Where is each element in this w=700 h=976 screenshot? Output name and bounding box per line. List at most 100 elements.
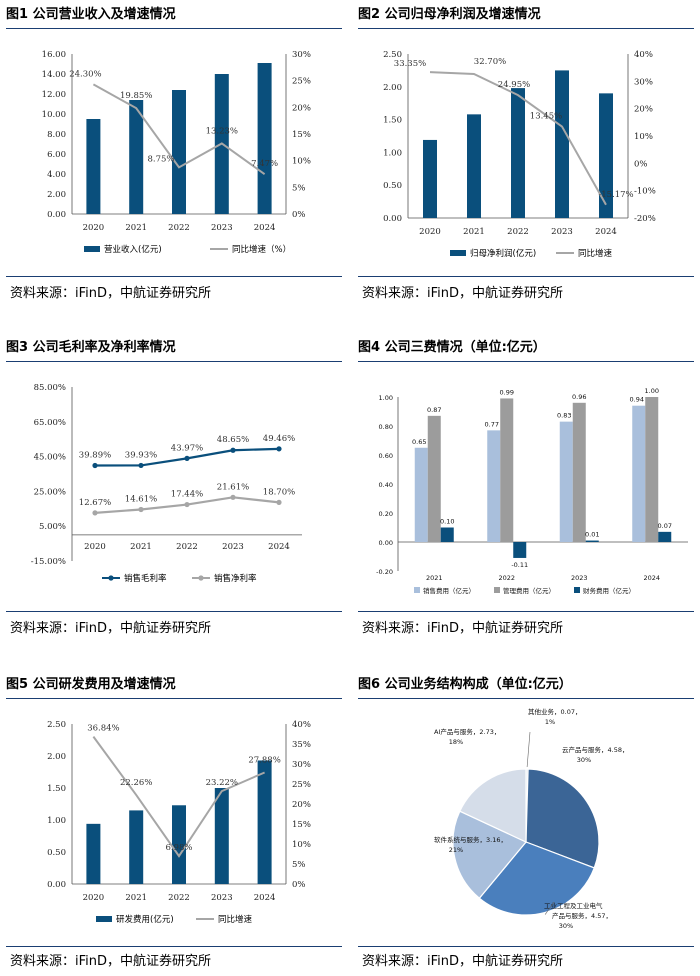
fig5-bar (129, 810, 144, 884)
fig4-bar-label: 0.83 (557, 412, 571, 420)
fig6-slice-label: 其他业务，0.07， (528, 707, 581, 716)
fig4-bar (645, 397, 659, 542)
fig2-ytick: 1.50 (383, 116, 402, 126)
fig4-bar-label: 0.87 (427, 406, 441, 414)
fig4-source: 资料来源：iFinD，中航证券研究所 (362, 621, 564, 636)
fig1-y2tick: 25% (292, 77, 311, 87)
fig3-ytick: 25.00% (34, 487, 66, 497)
fig5-xtick: 2021 (125, 893, 147, 903)
fig5-title: 图5 公司研发费用及增速情况 (6, 677, 176, 692)
fig2-legend-bar-swatch (450, 250, 466, 256)
fig5-bar (257, 760, 272, 884)
fig3-top-rule (6, 361, 342, 362)
fig3-chart: -15.00% 5.00% 25.00% 45.00% 65.00% 85.00% 2020… (31, 383, 302, 584)
fig2-line-label: 32.70% (474, 57, 506, 67)
fig2-line-label: 13.45% (530, 112, 562, 122)
fig5-y2tick: 30% (292, 760, 311, 770)
fig4-top-rule (358, 361, 694, 362)
fig4-panel: 图4 公司三费情况（单位:亿元） -0.20 0.00 0.20 0.40 0.60 0.… (358, 337, 694, 637)
fig3-point-label: 39.93% (125, 450, 157, 460)
fig4-xtick: 2022 (498, 574, 515, 582)
fig5-xtick: 2020 (83, 893, 105, 903)
fig3-legend-label: 销售净利率 (214, 573, 257, 584)
fig4-xtick: 2021 (426, 574, 443, 582)
fig1-ytick: 12.00 (42, 90, 66, 100)
fig2-xtick: 2022 (507, 227, 529, 237)
fig2-title: 图2 公司归母净利润及增速情况 (358, 7, 541, 22)
fig1-xtick: 2023 (211, 223, 233, 233)
fig6-slice-label: 云产品与服务，4.58， (562, 745, 628, 754)
fig6-slice-pct: 1% (545, 718, 555, 726)
fig2-bar (423, 139, 437, 218)
fig5-ytick: 1.50 (47, 784, 66, 794)
fig1-y2tick: 15% (292, 130, 311, 140)
fig2-xtick: 2020 (419, 227, 441, 237)
fig6-slice (525, 768, 600, 869)
fig5-y2tick: 40% (292, 720, 311, 730)
fig3-point-label: 49.46% (263, 434, 295, 444)
fig3-point-label: 21.61% (217, 482, 249, 492)
fig4-bar (658, 531, 672, 542)
fig2-ytick: 0.00 (383, 214, 402, 224)
fig6-slice-pct: 21% (449, 846, 463, 854)
fig6-slice-label: AI产品与服务，2.73， (434, 727, 500, 736)
fig5-panel: 图5 公司研发费用及增速情况 0.00 0.50 1.00 1.50 2.00 2.50 0… (6, 674, 342, 974)
fig3-point-label: 12.67% (79, 498, 111, 508)
fig4-xtick: 2024 (643, 574, 660, 582)
fig5-bar (214, 788, 229, 884)
fig4-ytick: 0.40 (379, 481, 393, 489)
fig5-y2tick: 10% (292, 840, 311, 850)
fig4-bar (414, 447, 428, 542)
fig1-y2tick: 30% (292, 50, 311, 60)
fig6-slice-pct: 30% (577, 756, 591, 764)
fig4-legend-label: 销售费用（亿元） (423, 586, 475, 595)
fig6-slice (452, 810, 527, 900)
fig5-y2tick: 35% (292, 740, 311, 750)
fig6-title: 图6 公司业务结构构成（单位:亿元） (358, 677, 572, 692)
fig3-xtick: 2023 (222, 542, 244, 552)
fig1-chart: 0.00 2.00 4.00 6.00 8.00 10.00 12.00 14.00 16.00… (42, 50, 311, 255)
fig1-xtick: 2024 (254, 223, 276, 233)
fig5-y2tick: 0% (292, 880, 306, 890)
fig1-y2tick: 0% (292, 210, 306, 220)
fig5-bottom-rule (6, 946, 342, 947)
fig3-point-label: 48.65% (217, 435, 249, 445)
fig6-slice-label: 产品与服务，4.57， (552, 911, 612, 920)
fig2-ytick: 2.50 (383, 50, 402, 60)
fig1-legend-line-label: 同比增速（%） (232, 244, 291, 255)
fig1-xtick: 2022 (168, 223, 190, 233)
fig4-bar (559, 421, 573, 542)
fig3-point (230, 447, 236, 453)
fig3-xtick: 2022 (176, 542, 198, 552)
fig4-bar (487, 430, 501, 542)
fig2-y2tick: 0% (634, 159, 648, 169)
fig2-y2tick: 30% (634, 77, 653, 87)
fig3-point (92, 462, 98, 469)
fig3-legend-marker (108, 575, 114, 581)
fig3-point (138, 506, 144, 513)
fig1-y2tick: 20% (292, 103, 311, 113)
fig2-ytick: 1.00 (383, 148, 402, 158)
fig4-bar (632, 405, 646, 542)
fig3-xtick: 2024 (268, 542, 290, 552)
fig2-bar (467, 114, 481, 218)
fig2-bar (555, 70, 569, 219)
fig4-bar (440, 527, 454, 542)
fig4-bar (500, 398, 514, 542)
fig3-xtick: 2021 (130, 542, 152, 552)
fig4-bar (427, 415, 441, 542)
fig2-line-label: 24.95% (498, 80, 530, 90)
fig5-line (92, 736, 265, 858)
fig3-point (138, 462, 144, 469)
fig4-ytick: 0.60 (379, 452, 393, 460)
fig3-legend-label: 销售毛利率 (124, 573, 167, 584)
fig1-y2tick: 10% (292, 157, 311, 167)
fig5-line-label: 36.84% (87, 724, 119, 734)
fig3-point (230, 494, 236, 500)
fig4-bar-label: 0.07 (658, 522, 672, 530)
fig1-line-label: 7.47% (251, 159, 278, 169)
fig3-point-label: 17.44% (171, 490, 203, 500)
fig5-bar (172, 805, 186, 884)
fig2-ytick: 0.50 (383, 181, 402, 191)
fig5-legend-line-label: 同比增速 (218, 914, 253, 925)
